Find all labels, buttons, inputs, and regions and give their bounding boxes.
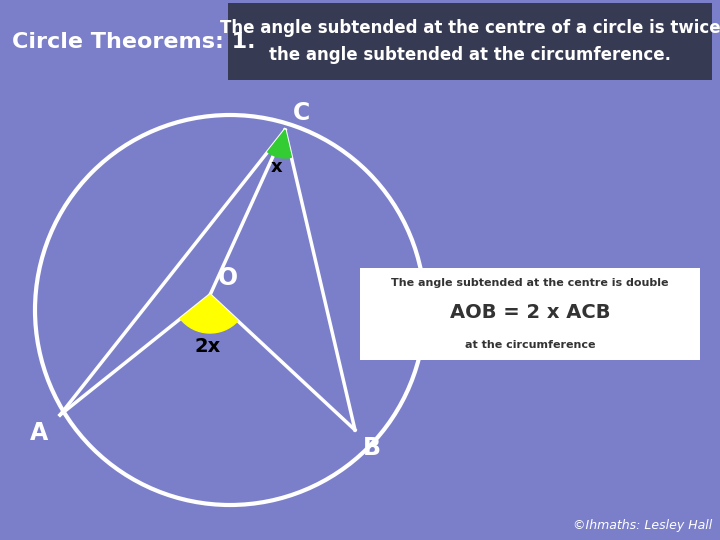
Text: The angle subtended at the centre of a circle is twice
the angle subtended at th: The angle subtended at the centre of a c… [220, 19, 720, 64]
Text: Circle Theorems: 1.: Circle Theorems: 1. [12, 32, 256, 52]
Wedge shape [180, 295, 238, 333]
Text: B: B [363, 436, 381, 460]
Text: x: x [271, 158, 282, 176]
Text: 2x: 2x [195, 338, 221, 356]
Text: The angle subtended at the centre is double: The angle subtended at the centre is dou… [391, 278, 669, 288]
Text: AOB = 2 x ACB: AOB = 2 x ACB [450, 302, 611, 322]
Bar [228, 3, 712, 80]
Text: C: C [293, 101, 310, 125]
Text: A: A [30, 421, 48, 445]
Text: at the circumference: at the circumference [464, 340, 595, 350]
Bar [360, 268, 700, 360]
Text: O: O [218, 266, 238, 290]
Text: ©Ihmaths: Lesley Hall: ©Ihmaths: Lesley Hall [572, 519, 712, 532]
Wedge shape [268, 130, 292, 158]
